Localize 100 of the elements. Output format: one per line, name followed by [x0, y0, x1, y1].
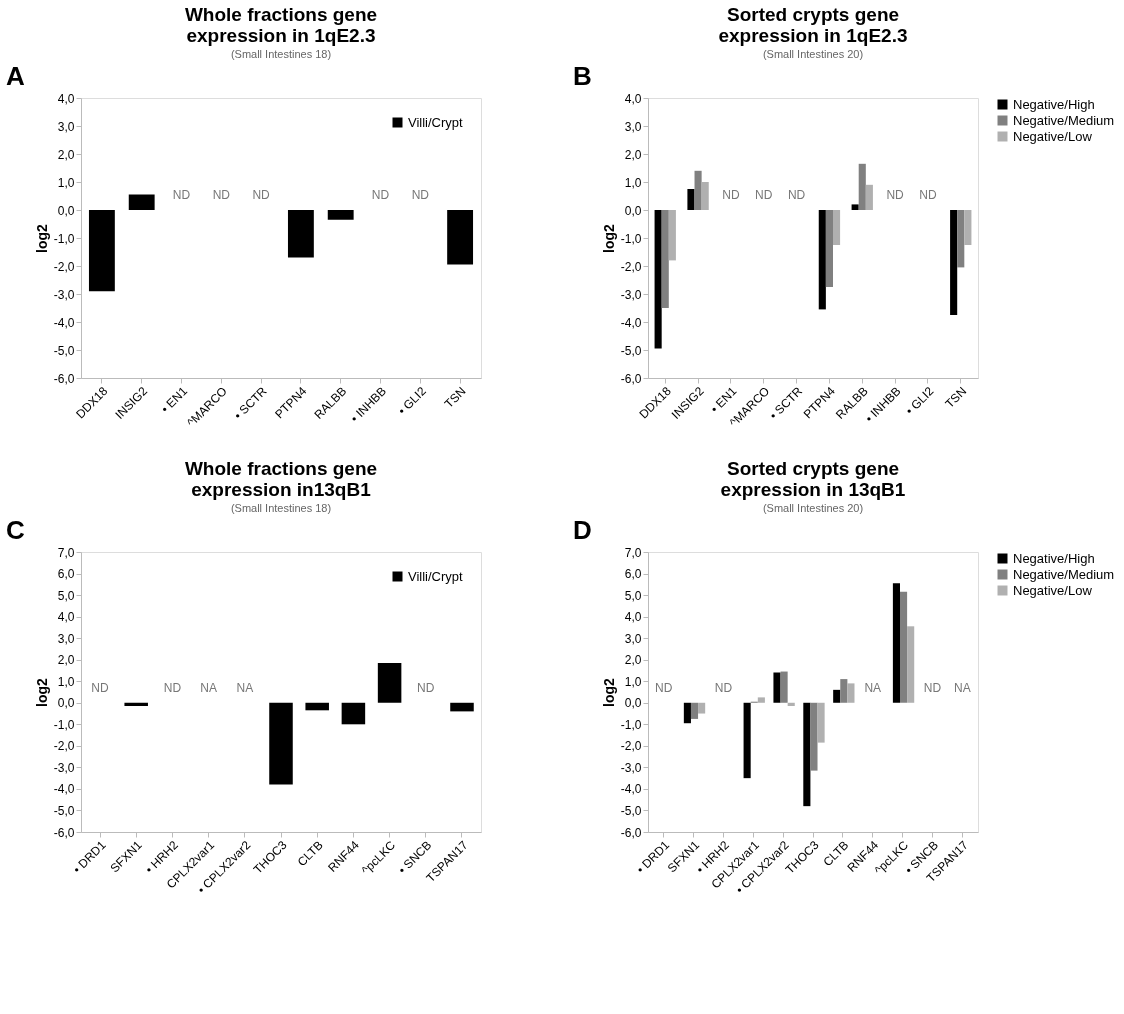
bar — [825, 210, 833, 287]
text: ND — [722, 188, 740, 202]
y-tick-label: -6,0 — [620, 371, 642, 386]
y-tick-label: -6,0 — [620, 825, 642, 840]
y-tick-label: 4,0 — [624, 610, 642, 625]
bar — [858, 163, 866, 210]
bar — [907, 626, 915, 703]
y-tick-label: 5,0 — [624, 588, 642, 603]
text: ND — [417, 680, 435, 695]
y-tick-label: -1,0 — [620, 717, 642, 732]
bar — [865, 184, 873, 210]
bar — [810, 702, 818, 771]
y-tick-label: 2,0 — [57, 147, 75, 162]
y-tick-label: -4,0 — [620, 782, 642, 797]
bar — [654, 210, 662, 349]
y-tick-label: -6,0 — [53, 825, 75, 840]
bar — [743, 702, 751, 779]
y-tick-label: -3,0 — [620, 287, 642, 302]
y-tick-label: 3,0 — [57, 631, 75, 646]
bar — [687, 189, 695, 210]
y-tick-label: -1,0 — [620, 231, 642, 246]
chart-title: Whole fractions gene expression in 1qE2.3 — [184, 4, 378, 46]
legend-label: Negative/High — [1013, 550, 1095, 566]
y-tick-label: -4,0 — [620, 315, 642, 330]
bar — [694, 170, 702, 210]
y-tick-label: -5,0 — [53, 343, 75, 358]
y-tick-label: -4,0 — [53, 782, 75, 797]
text: ND — [371, 188, 390, 202]
y-tick-label: 1,0 — [57, 674, 75, 689]
bar — [701, 182, 709, 210]
text: ND — [919, 188, 937, 202]
bar — [847, 683, 855, 703]
text: ND — [91, 680, 109, 695]
legend-label: Negative/High — [1013, 96, 1095, 112]
y-tick-label: -3,0 — [620, 760, 642, 775]
y-tick-label: -4,0 — [53, 315, 75, 330]
legend-label: Negative/Low — [1013, 582, 1093, 598]
chart-title: Sorted crypts gene expression in 1qE2.3 — [718, 4, 908, 46]
legend-label: Negative/Low — [1013, 128, 1093, 144]
bar — [892, 583, 900, 703]
y-tick-label: -3,0 — [53, 287, 75, 302]
text: ND — [172, 188, 191, 202]
y-tick-label: 4,0 — [624, 91, 642, 106]
y-tick-label: -2,0 — [53, 259, 75, 274]
x-tick-label: TSN — [942, 384, 970, 411]
legend-label: Negative/Medium — [1013, 566, 1115, 582]
bar — [757, 697, 765, 703]
text: C — [6, 515, 25, 545]
y-tick-label: 2,0 — [57, 653, 75, 668]
chart-subtitle: (Small Intestines 20) — [762, 502, 864, 514]
y-tick-label: -2,0 — [53, 739, 75, 754]
y-tick-label: 1,0 — [624, 674, 642, 689]
y-tick-label: 2,0 — [624, 653, 642, 668]
y-tick-label: 5,0 — [57, 588, 75, 603]
bar — [851, 204, 859, 210]
bar — [780, 671, 788, 703]
bar — [957, 210, 965, 268]
y-tick-label: 3,0 — [57, 119, 75, 134]
x-tick-label: TSN — [441, 384, 469, 411]
y-tick-label: -1,0 — [53, 717, 75, 732]
text: NA — [953, 680, 971, 695]
text: A — [6, 61, 25, 91]
text: NA — [200, 680, 217, 695]
y-tick-label: 0,0 — [57, 696, 75, 711]
legend-label: Villi/Crypt — [408, 568, 464, 584]
y-tick-label: 4,0 — [57, 610, 75, 625]
y-tick-label: 0,0 — [624, 203, 642, 218]
bar — [773, 672, 781, 703]
y-tick-label: 7,0 — [624, 545, 642, 560]
bar — [833, 689, 841, 703]
text: ND — [252, 188, 270, 202]
bar — [787, 702, 795, 706]
y-tick-label: -2,0 — [620, 739, 642, 754]
y-tick-label: 1,0 — [57, 175, 75, 190]
text: ND — [163, 680, 182, 695]
bar — [840, 679, 848, 703]
x-tick-label: • EN1 — [158, 383, 191, 416]
text: ND — [212, 188, 230, 202]
y-tick-label: -2,0 — [620, 259, 642, 274]
bar — [803, 702, 811, 807]
text: NA — [864, 680, 882, 695]
chart-subtitle: (Small Intestines 18) — [230, 48, 332, 60]
bar — [950, 210, 958, 315]
y-tick-label: 0,0 — [57, 203, 75, 218]
y-tick-label: 6,0 — [57, 567, 75, 582]
y-tick-label: 0,0 — [624, 696, 642, 711]
bar — [900, 591, 908, 703]
y-tick-label: 3,0 — [624, 119, 642, 134]
y-tick-label: -1,0 — [53, 231, 75, 246]
y-tick-label: 4,0 — [57, 91, 75, 106]
y-tick-label: 7,0 — [57, 545, 75, 560]
y-tick-label: -5,0 — [53, 803, 75, 818]
text: ND — [655, 680, 673, 695]
y-tick-label: 1,0 — [624, 175, 642, 190]
text: ND — [714, 680, 733, 695]
text: ND — [886, 188, 904, 202]
y-tick-label: -6,0 — [53, 371, 75, 386]
bar — [661, 210, 669, 308]
chart-title: Sorted crypts gene expression in 13qB1 — [720, 458, 906, 500]
y-tick-label: -5,0 — [620, 803, 642, 818]
